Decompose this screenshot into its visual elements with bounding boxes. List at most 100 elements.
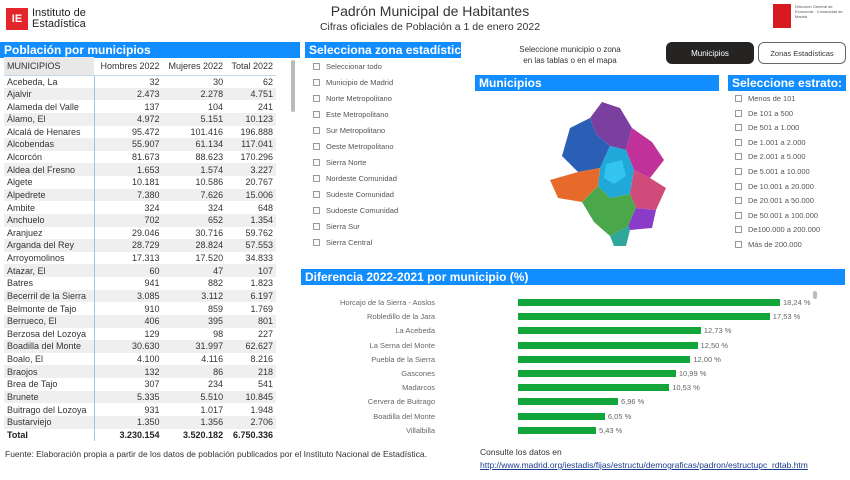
table-row[interactable]: Alcobendas 55.907 61.134 117.041 (4, 138, 276, 151)
column-header[interactable]: Hombres 2022 (94, 57, 163, 76)
zones-checkbox[interactable]: Sur Metropolitano (313, 126, 385, 135)
bar[interactable] (518, 355, 691, 363)
table-row[interactable]: Alcalá de Henares 95.472 101.416 196.888 (4, 125, 276, 139)
checkbox-icon[interactable] (313, 175, 320, 182)
checkbox-icon[interactable] (735, 95, 742, 102)
checkbox-icon[interactable] (735, 182, 742, 190)
bar[interactable] (518, 299, 780, 306)
table-row[interactable]: Arganda del Rey 28.729 28.824 57.553 (4, 239, 276, 252)
municipios-toggle-button[interactable]: Municipios (666, 42, 754, 64)
bar[interactable] (518, 327, 701, 335)
zones-checkbox[interactable]: Municipio de Madrid (313, 78, 393, 87)
strata-checkbox[interactable]: De 501 a 1.000 (735, 123, 799, 132)
table-row[interactable]: Ambite 324 324 648 (4, 201, 276, 214)
zones-checkbox[interactable]: Seleccionar todo (313, 62, 382, 71)
zones-checkbox[interactable]: Sudeste Comunidad (313, 190, 394, 199)
strata-checkbox[interactable]: De 10.001 a 20.000 (735, 182, 814, 191)
table-row[interactable]: Buitrago del Lozoya 931 1.017 1.948 (4, 403, 276, 416)
municipalities-map[interactable] (540, 98, 690, 248)
checkbox-icon[interactable] (313, 207, 320, 214)
table-row[interactable]: Atazar, El 60 47 107 (4, 264, 276, 277)
bar[interactable] (518, 313, 770, 321)
checkbox-icon[interactable] (313, 159, 320, 166)
table-row[interactable]: Ajalvir 2.473 2.278 4.751 (4, 87, 276, 101)
table-row[interactable]: Alcorcón 81.673 88.623 170.296 (4, 150, 276, 164)
table-row[interactable]: Anchuelo 702 652 1.354 (4, 213, 276, 227)
checkbox-icon[interactable] (735, 109, 742, 117)
strata-checkbox[interactable]: De 20.001 a 50.000 (735, 196, 814, 205)
checkbox-icon[interactable] (735, 124, 742, 132)
table-row[interactable]: Arroyomolinos 17.313 17.520 34.833 (4, 251, 276, 265)
table-row[interactable]: Batres 941 882 1.823 (4, 277, 276, 290)
strata-checkbox[interactable]: De 5.001 a 10.000 (735, 167, 810, 176)
checkbox-icon[interactable] (313, 95, 320, 102)
bar[interactable] (518, 341, 698, 349)
strata-checkbox[interactable]: De 101 a 500 (735, 109, 793, 118)
table-row[interactable]: Berzosa del Lozoya 129 98 227 (4, 327, 276, 341)
checkbox-icon[interactable] (735, 168, 742, 175)
table-row[interactable]: Brunete 5.335 5.510 10.845 (4, 390, 276, 404)
strata-checkbox[interactable]: Más de 200.000 (735, 240, 802, 249)
table-row[interactable]: Aranjuez 29.046 30.716 59.762 (4, 226, 276, 240)
total-cell: 170.296 (240, 152, 273, 163)
checkbox-icon[interactable] (313, 239, 320, 246)
checkbox-label: De 10.001 a 20.000 (748, 181, 814, 191)
checkbox-icon[interactable] (735, 153, 742, 161)
table-row[interactable]: Boalo, El 4.100 4.116 8.216 (4, 352, 276, 366)
checkbox-icon[interactable] (735, 226, 742, 234)
strata-checkbox[interactable]: De100.000 a 200.000 (735, 225, 820, 234)
strata-checkbox[interactable]: De 1.001 a 2.000 (735, 138, 806, 147)
bar[interactable] (518, 370, 676, 377)
checkbox-icon[interactable] (735, 211, 742, 219)
bar-label: La Serna del Monte (369, 340, 435, 350)
bar[interactable] (518, 412, 605, 420)
strata-checkbox[interactable]: De 50.001 a 100.000 (735, 211, 818, 220)
checkbox-icon[interactable] (313, 127, 320, 134)
zones-checkbox[interactable]: Nordeste Comunidad (313, 174, 397, 183)
column-header[interactable]: Total 2022 (226, 57, 276, 76)
strata-checkbox[interactable]: De 2.001 a 5.000 (735, 152, 806, 161)
checkbox-icon[interactable] (313, 79, 320, 86)
hombres-cell: 324 (144, 202, 160, 213)
table-row[interactable]: Boadilla del Monte 30.630 31.997 62.627 (4, 340, 276, 353)
checkbox-icon[interactable] (313, 111, 320, 118)
zones-checkbox[interactable]: Este Metropolitano (313, 110, 389, 119)
checkbox-icon[interactable] (313, 63, 320, 70)
bar[interactable] (518, 426, 596, 434)
zones-checkbox[interactable]: Oeste Metropolitano (313, 142, 394, 151)
map-region-madrid (604, 160, 626, 184)
checkbox-icon[interactable] (313, 143, 320, 150)
checkbox-icon[interactable] (735, 197, 742, 205)
table-row[interactable]: Algete 10.181 10.586 20.767 (4, 176, 276, 189)
checkbox-icon[interactable] (735, 241, 742, 248)
hombres-cell: 941 (144, 278, 160, 289)
zonas-toggle-button[interactable]: Zonas Estadísticas (758, 42, 846, 64)
table-row[interactable]: Álamo, El 4.972 5.151 10.123 (4, 112, 276, 126)
strata-checkbox[interactable]: Menos de 101 (735, 94, 796, 103)
column-header[interactable]: Mujeres 2022 (162, 57, 227, 76)
checkbox-icon[interactable] (313, 223, 320, 230)
table-row[interactable]: Becerril de la Sierra 3.085 3.112 6.197 (4, 289, 276, 303)
zones-checkbox[interactable]: Sudoeste Comunidad (313, 206, 398, 215)
zones-checkbox[interactable]: Sierra Central (313, 238, 372, 247)
data-link[interactable]: http://www.madrid.org/iestadis/fijas/est… (480, 460, 808, 470)
chart-scrollbar[interactable] (813, 291, 817, 299)
bar[interactable] (518, 384, 670, 392)
table-row[interactable]: Bustarviejo 1.350 1.356 2.706 (4, 415, 276, 429)
checkbox-icon[interactable] (313, 191, 320, 198)
table-row[interactable]: Alameda del Valle 137 104 241 (4, 100, 276, 113)
zones-checkbox[interactable]: Norte Metropolitano (313, 94, 392, 103)
table-row[interactable]: Alpedrete 7.380 7.626 15.006 (4, 188, 276, 202)
table-row[interactable]: Brea de Tajo 307 234 541 (4, 378, 276, 391)
zones-checkbox[interactable]: Sierra Sur (313, 222, 360, 231)
table-row[interactable]: Acebeda, La 32 30 62 (4, 75, 276, 88)
zones-checkbox[interactable]: Sierra Norte (313, 158, 366, 167)
bar[interactable] (518, 398, 618, 406)
table-row[interactable]: Aldea del Fresno 1.653 1.574 3.227 (4, 163, 276, 176)
table-row[interactable]: Braojos 132 86 218 (4, 365, 276, 378)
checkbox-icon[interactable] (735, 138, 742, 146)
table-row[interactable]: Belmonte de Tajo 910 859 1.769 (4, 302, 276, 315)
column-header[interactable]: MUNICIPIOS (4, 57, 95, 76)
table-row[interactable]: Berrueco, El 406 395 801 (4, 314, 276, 328)
table-scrollbar[interactable] (291, 60, 295, 112)
